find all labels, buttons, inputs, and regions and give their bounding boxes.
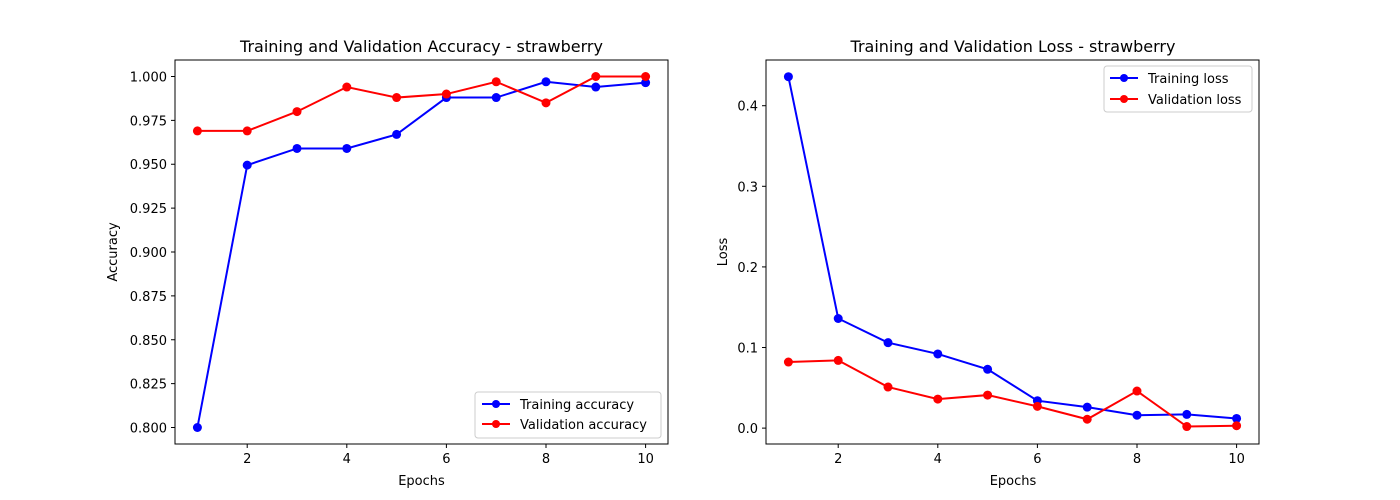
- legend-frame: [474, 391, 662, 439]
- data-point: [1082, 402, 1092, 412]
- x-tick-label: 4: [343, 452, 351, 467]
- data-point: [541, 98, 551, 108]
- series-line-0: [787, 76, 1237, 420]
- y-tick-label: 0.925: [130, 202, 167, 217]
- legend-marker-validation: [492, 420, 500, 428]
- series-line-0: [196, 80, 646, 428]
- y-tick-label: 0.850: [130, 334, 167, 349]
- y-tick-label: 0.875: [130, 290, 167, 305]
- data-point: [491, 77, 501, 87]
- x-tick-label: 2: [243, 452, 251, 467]
- accuracy-chart: Training and Validation Accuracy - straw…: [106, 37, 669, 489]
- series-line-1: [788, 359, 1237, 428]
- plot-area: [765, 59, 1260, 445]
- data-point: [242, 126, 252, 136]
- data-point: [292, 143, 302, 153]
- x-axis-label: Epochs: [398, 474, 445, 489]
- data-point: [441, 89, 451, 99]
- data-point: [783, 357, 793, 367]
- data-point: [983, 364, 993, 374]
- data-point: [541, 77, 551, 87]
- legend-label-training: Training accuracy: [519, 398, 634, 413]
- x-tick-label: 10: [1228, 452, 1245, 467]
- y-tick-label: 0.1: [737, 342, 758, 357]
- y-tick-label: 0.3: [737, 180, 758, 195]
- y-tick-label: 0.0: [737, 422, 758, 437]
- data-point: [833, 355, 843, 365]
- data-point: [192, 126, 202, 136]
- loss-chart: Training and Validation Loss - strawberr…: [716, 37, 1260, 489]
- series-line-1: [197, 75, 646, 132]
- data-point: [1032, 401, 1042, 411]
- legend: Training loss Validation loss: [1103, 65, 1253, 113]
- x-tick-label: 4: [934, 452, 942, 467]
- y-tick-label: 0.900: [130, 246, 167, 261]
- y-axis-label: Accuracy: [106, 222, 121, 282]
- data-point: [933, 349, 943, 359]
- x-tick-label: 6: [442, 452, 450, 467]
- legend-frame: [1103, 65, 1253, 113]
- data-point: [392, 93, 402, 103]
- data-point: [1082, 414, 1092, 424]
- y-axis-label: Loss: [716, 238, 731, 267]
- y-tick-label: 1.000: [130, 70, 167, 85]
- legend-label-validation: Validation loss: [1148, 93, 1242, 108]
- data-point: [833, 314, 843, 323]
- data-point: [342, 143, 352, 153]
- data-point: [292, 107, 302, 117]
- chart-title: Training and Validation Accuracy - straw…: [239, 37, 603, 56]
- legend-marker-training: [492, 400, 500, 408]
- axis-ticks: 2 4 6 8 10 0.0 0.1 0.2 0.3 0.4: [737, 100, 1245, 467]
- legend-marker-validation: [1120, 95, 1128, 103]
- axis-ticks: 2 4 6 8 10 0.800 0.825 0.850 0.875 0.900 0.925 0.95…: [130, 70, 654, 467]
- data-point: [883, 382, 893, 392]
- y-tick-label: 0.975: [130, 114, 167, 129]
- y-tick-label: 0.950: [130, 158, 167, 173]
- data-point: [242, 160, 252, 170]
- y-tick-label: 0.2: [737, 261, 758, 276]
- data-point: [933, 394, 943, 404]
- legend-marker-training: [1120, 74, 1128, 82]
- data-point: [1132, 386, 1142, 396]
- x-tick-label: 8: [1133, 452, 1141, 467]
- legend: Training accuracy Validation accuracy: [474, 391, 662, 439]
- y-tick-label: 0.800: [130, 422, 167, 437]
- data-point: [342, 82, 352, 92]
- data-point: [1232, 421, 1242, 431]
- x-tick-label: 6: [1033, 452, 1041, 467]
- x-tick-label: 2: [834, 452, 842, 467]
- series-group: [192, 72, 651, 432]
- x-tick-label: 10: [637, 452, 654, 467]
- data-point: [591, 72, 601, 81]
- data-point: [1132, 410, 1142, 420]
- y-tick-label: 0.4: [737, 100, 758, 115]
- data-point: [641, 72, 651, 81]
- data-point: [1232, 413, 1242, 423]
- x-axis-label: Epochs: [990, 474, 1037, 489]
- data-point: [591, 82, 601, 92]
- data-point: [1182, 409, 1192, 419]
- data-point: [783, 72, 793, 82]
- legend-label-training: Training loss: [1147, 72, 1229, 87]
- data-point: [491, 93, 501, 103]
- legend-label-validation: Validation accuracy: [520, 418, 647, 433]
- data-point: [392, 129, 402, 139]
- data-point: [1182, 422, 1192, 432]
- series-group: [783, 72, 1242, 432]
- x-tick-label: 8: [542, 452, 550, 467]
- chart-title: Training and Validation Loss - strawberr…: [850, 37, 1176, 56]
- data-point: [983, 390, 993, 400]
- y-tick-label: 0.825: [130, 378, 167, 393]
- data-point: [883, 338, 893, 348]
- data-point: [192, 423, 202, 432]
